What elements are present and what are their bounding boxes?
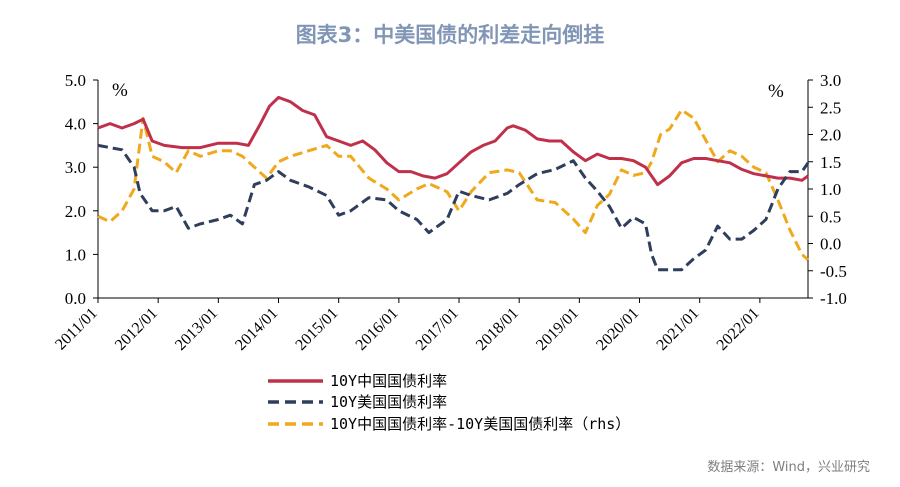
right-tick-labels: -1.0 -0.5 0.0 0.5 1.0 1.5 2.0 2.5 3.0 [808, 71, 847, 308]
right-tick-label: 2.0 [820, 126, 841, 145]
legend: 10Y中国国债利率 10Y美国国债利率 10Y中国国债利率-10Y美国国债利率（… [268, 372, 630, 433]
legend-label-spread: 10Y中国国债利率-10Y美国国债利率（rhs） [330, 415, 630, 433]
right-tick-label: -0.5 [820, 262, 847, 281]
chart-title: 图表3：中美国债的利差走向倒挂 [296, 23, 605, 47]
x-tick-label: 2012/01 [112, 305, 161, 354]
right-tick-label: 0.5 [820, 207, 841, 226]
left-unit-label: % [112, 80, 128, 101]
right-tick-label: 3.0 [820, 71, 841, 90]
x-tick-label: 2020/01 [593, 305, 642, 354]
x-tick-label: 2016/01 [353, 305, 402, 354]
series-line-0 [97, 95, 809, 187]
series-layer [97, 95, 810, 272]
x-tick-labels: 2011/01 2012/01 2013/01 2014/01 2015/01 2016/… [52, 298, 763, 354]
legend-label-us: 10Y美国国债利率 [330, 393, 447, 411]
x-tick-label: 2014/01 [232, 305, 281, 354]
legend-label-cn: 10Y中国国债利率 [330, 372, 447, 390]
right-tick-label: 1.5 [820, 153, 841, 172]
left-tick-labels: 0.0 1.0 2.0 3.0 4.0 5.0 [65, 71, 98, 308]
x-tick-label: 2021/01 [653, 305, 702, 354]
x-tick-label: 2018/01 [473, 305, 522, 354]
right-unit-label: % [768, 81, 784, 102]
x-tick-label: 2022/01 [714, 305, 763, 354]
x-tick-label: 2013/01 [172, 305, 221, 354]
x-tick-label: 2019/01 [533, 305, 582, 354]
source-note: 数据来源：Wind，兴业研究 [707, 460, 870, 475]
x-tick-label: 2011/01 [52, 305, 101, 354]
left-tick-label: 4.0 [65, 115, 86, 134]
left-tick-label: 0.0 [65, 289, 86, 308]
series-line-1 [97, 143, 810, 272]
right-tick-label: 2.5 [820, 98, 841, 117]
x-tick-label: 2015/01 [292, 305, 341, 354]
x-tick-label: 2017/01 [413, 305, 462, 354]
right-tick-label: -1.0 [820, 289, 847, 308]
series-line-2 [97, 108, 810, 262]
right-tick-label: 1.0 [820, 180, 841, 199]
right-tick-label: 0.0 [820, 235, 841, 254]
left-tick-label: 3.0 [65, 158, 86, 177]
left-tick-label: 2.0 [65, 202, 86, 221]
left-tick-label: 1.0 [65, 245, 86, 264]
left-tick-label: 5.0 [65, 71, 86, 90]
